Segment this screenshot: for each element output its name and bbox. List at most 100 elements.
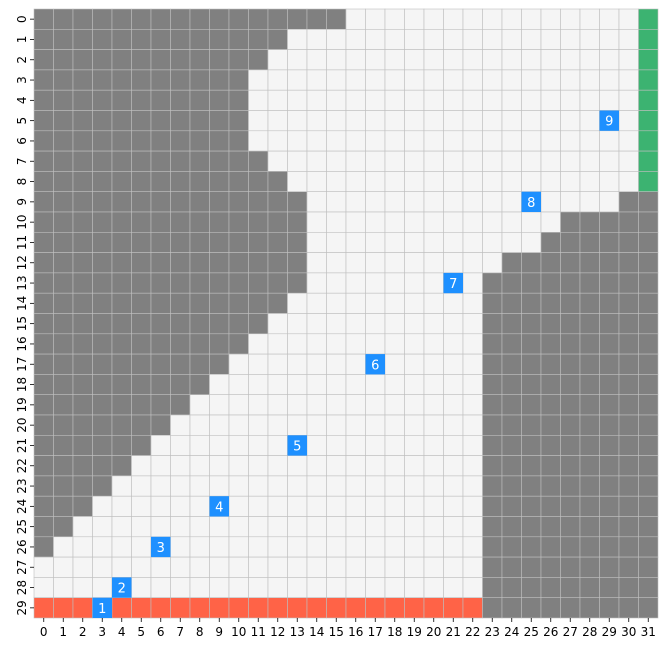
cell-floor [267,69,288,91]
cell-floor [443,49,464,71]
cell-wall [248,272,269,294]
cell-wall [33,495,54,517]
cell-floor [540,150,561,172]
cell-floor [345,495,366,517]
cell-wall [131,374,152,395]
cell-wall [248,150,269,172]
cell-wall [248,171,269,192]
cell-floor [306,495,327,517]
cell-wall [209,110,230,132]
cell-floor [501,69,522,91]
cell-floor [443,110,464,132]
cell-floor [540,191,561,213]
cell-wall [579,353,600,375]
cell-floor [404,69,425,91]
cell-wall [618,495,639,517]
cell-floor [579,69,600,91]
cell-wall [501,333,522,355]
cell-wall [618,191,639,213]
cell-floor [579,191,600,213]
cell-floor [306,536,327,558]
x-tick-label: 13 [290,625,305,639]
x-tick-label: 21 [446,625,461,639]
cell-floor [365,171,386,192]
cell-floor [345,353,366,375]
cell-floor [306,516,327,538]
cell-wall [33,8,54,30]
waypoint-cell [365,354,385,375]
cell-floor [462,353,483,375]
cell-wall [189,292,210,314]
cell-floor [462,110,483,132]
cell-start-row [131,597,152,619]
cell-wall [53,313,74,335]
cell-wall [521,434,542,456]
cell-floor [384,110,405,132]
cell-wall [92,89,113,111]
cell-floor [443,394,464,416]
cell-floor [150,495,171,517]
cell-floor [189,414,210,436]
cell-floor [443,495,464,517]
cell-floor [423,211,444,233]
x-tick-label: 26 [543,625,558,639]
cell-wall [189,110,210,132]
y-tick-label: 19 [15,397,29,412]
cell-floor [345,89,366,111]
cell-floor [345,536,366,558]
cell-goal-column [638,89,659,111]
cell-floor [482,89,503,111]
cell-floor [404,292,425,314]
cell-wall [209,292,230,314]
cell-floor [404,475,425,497]
cell-wall [72,110,93,132]
cell-floor [287,130,308,152]
cell-floor [462,252,483,274]
cell-floor [287,394,308,416]
cell-floor [267,130,288,152]
cell-floor [326,475,347,497]
cell-wall [53,333,74,355]
cell-start-row [443,597,464,619]
cell-floor [384,69,405,91]
cell-start-row [53,597,74,619]
cell-floor [170,414,191,436]
cell-wall [638,191,659,213]
cell-floor [72,516,93,538]
cell-floor [267,150,288,172]
x-tick-label: 8 [196,625,204,639]
cell-wall [560,252,581,274]
x-tick-label: 6 [157,625,165,639]
waypoint-6: 6 [365,354,385,375]
cell-wall [170,374,191,395]
cell-wall [638,455,659,477]
cell-floor [540,8,561,30]
cell-wall [170,232,191,253]
cell-floor [423,49,444,71]
cell-start-row [462,597,483,619]
cell-floor [443,414,464,436]
cell-wall [228,191,249,213]
cell-floor [326,374,347,395]
cell-wall [521,394,542,416]
cell-wall [131,353,152,375]
cell-floor [404,8,425,30]
cell-wall [131,130,152,152]
cell-wall [92,313,113,335]
cell-floor [560,69,581,91]
cell-wall [209,8,230,30]
cell-wall [150,414,171,436]
cell-wall [501,495,522,517]
cell-floor [384,536,405,558]
cell-wall [482,374,503,395]
x-tick-label: 28 [582,625,597,639]
cell-wall [111,191,132,213]
cell-wall [33,211,54,233]
cell-wall [521,414,542,436]
cell-wall [53,69,74,91]
cell-floor [404,414,425,436]
cell-floor [345,211,366,233]
cell-wall [267,191,288,213]
cell-floor [228,455,249,477]
cell-floor [248,536,269,558]
